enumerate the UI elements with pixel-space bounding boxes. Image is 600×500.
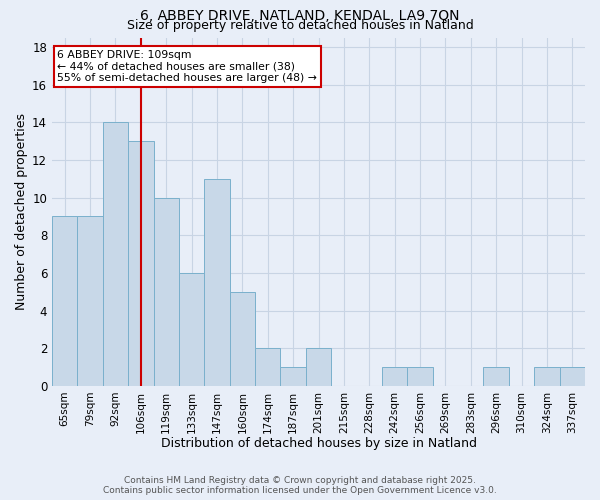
Y-axis label: Number of detached properties: Number of detached properties bbox=[15, 113, 28, 310]
Bar bbox=[154, 198, 179, 386]
X-axis label: Distribution of detached houses by size in Natland: Distribution of detached houses by size … bbox=[161, 437, 476, 450]
Bar bbox=[382, 367, 407, 386]
Bar bbox=[280, 367, 306, 386]
Bar bbox=[205, 178, 230, 386]
Text: 6, ABBEY DRIVE, NATLAND, KENDAL, LA9 7QN: 6, ABBEY DRIVE, NATLAND, KENDAL, LA9 7QN bbox=[140, 9, 460, 23]
Text: Size of property relative to detached houses in Natland: Size of property relative to detached ho… bbox=[127, 19, 473, 32]
Bar bbox=[407, 367, 433, 386]
Bar bbox=[128, 141, 154, 386]
Bar bbox=[306, 348, 331, 386]
Text: 6 ABBEY DRIVE: 109sqm
← 44% of detached houses are smaller (38)
55% of semi-deta: 6 ABBEY DRIVE: 109sqm ← 44% of detached … bbox=[58, 50, 317, 83]
Bar bbox=[255, 348, 280, 386]
Bar bbox=[52, 216, 77, 386]
Bar bbox=[77, 216, 103, 386]
Bar bbox=[179, 273, 205, 386]
Bar bbox=[484, 367, 509, 386]
Text: Contains HM Land Registry data © Crown copyright and database right 2025.
Contai: Contains HM Land Registry data © Crown c… bbox=[103, 476, 497, 495]
Bar bbox=[560, 367, 585, 386]
Bar bbox=[534, 367, 560, 386]
Bar bbox=[103, 122, 128, 386]
Bar bbox=[230, 292, 255, 386]
